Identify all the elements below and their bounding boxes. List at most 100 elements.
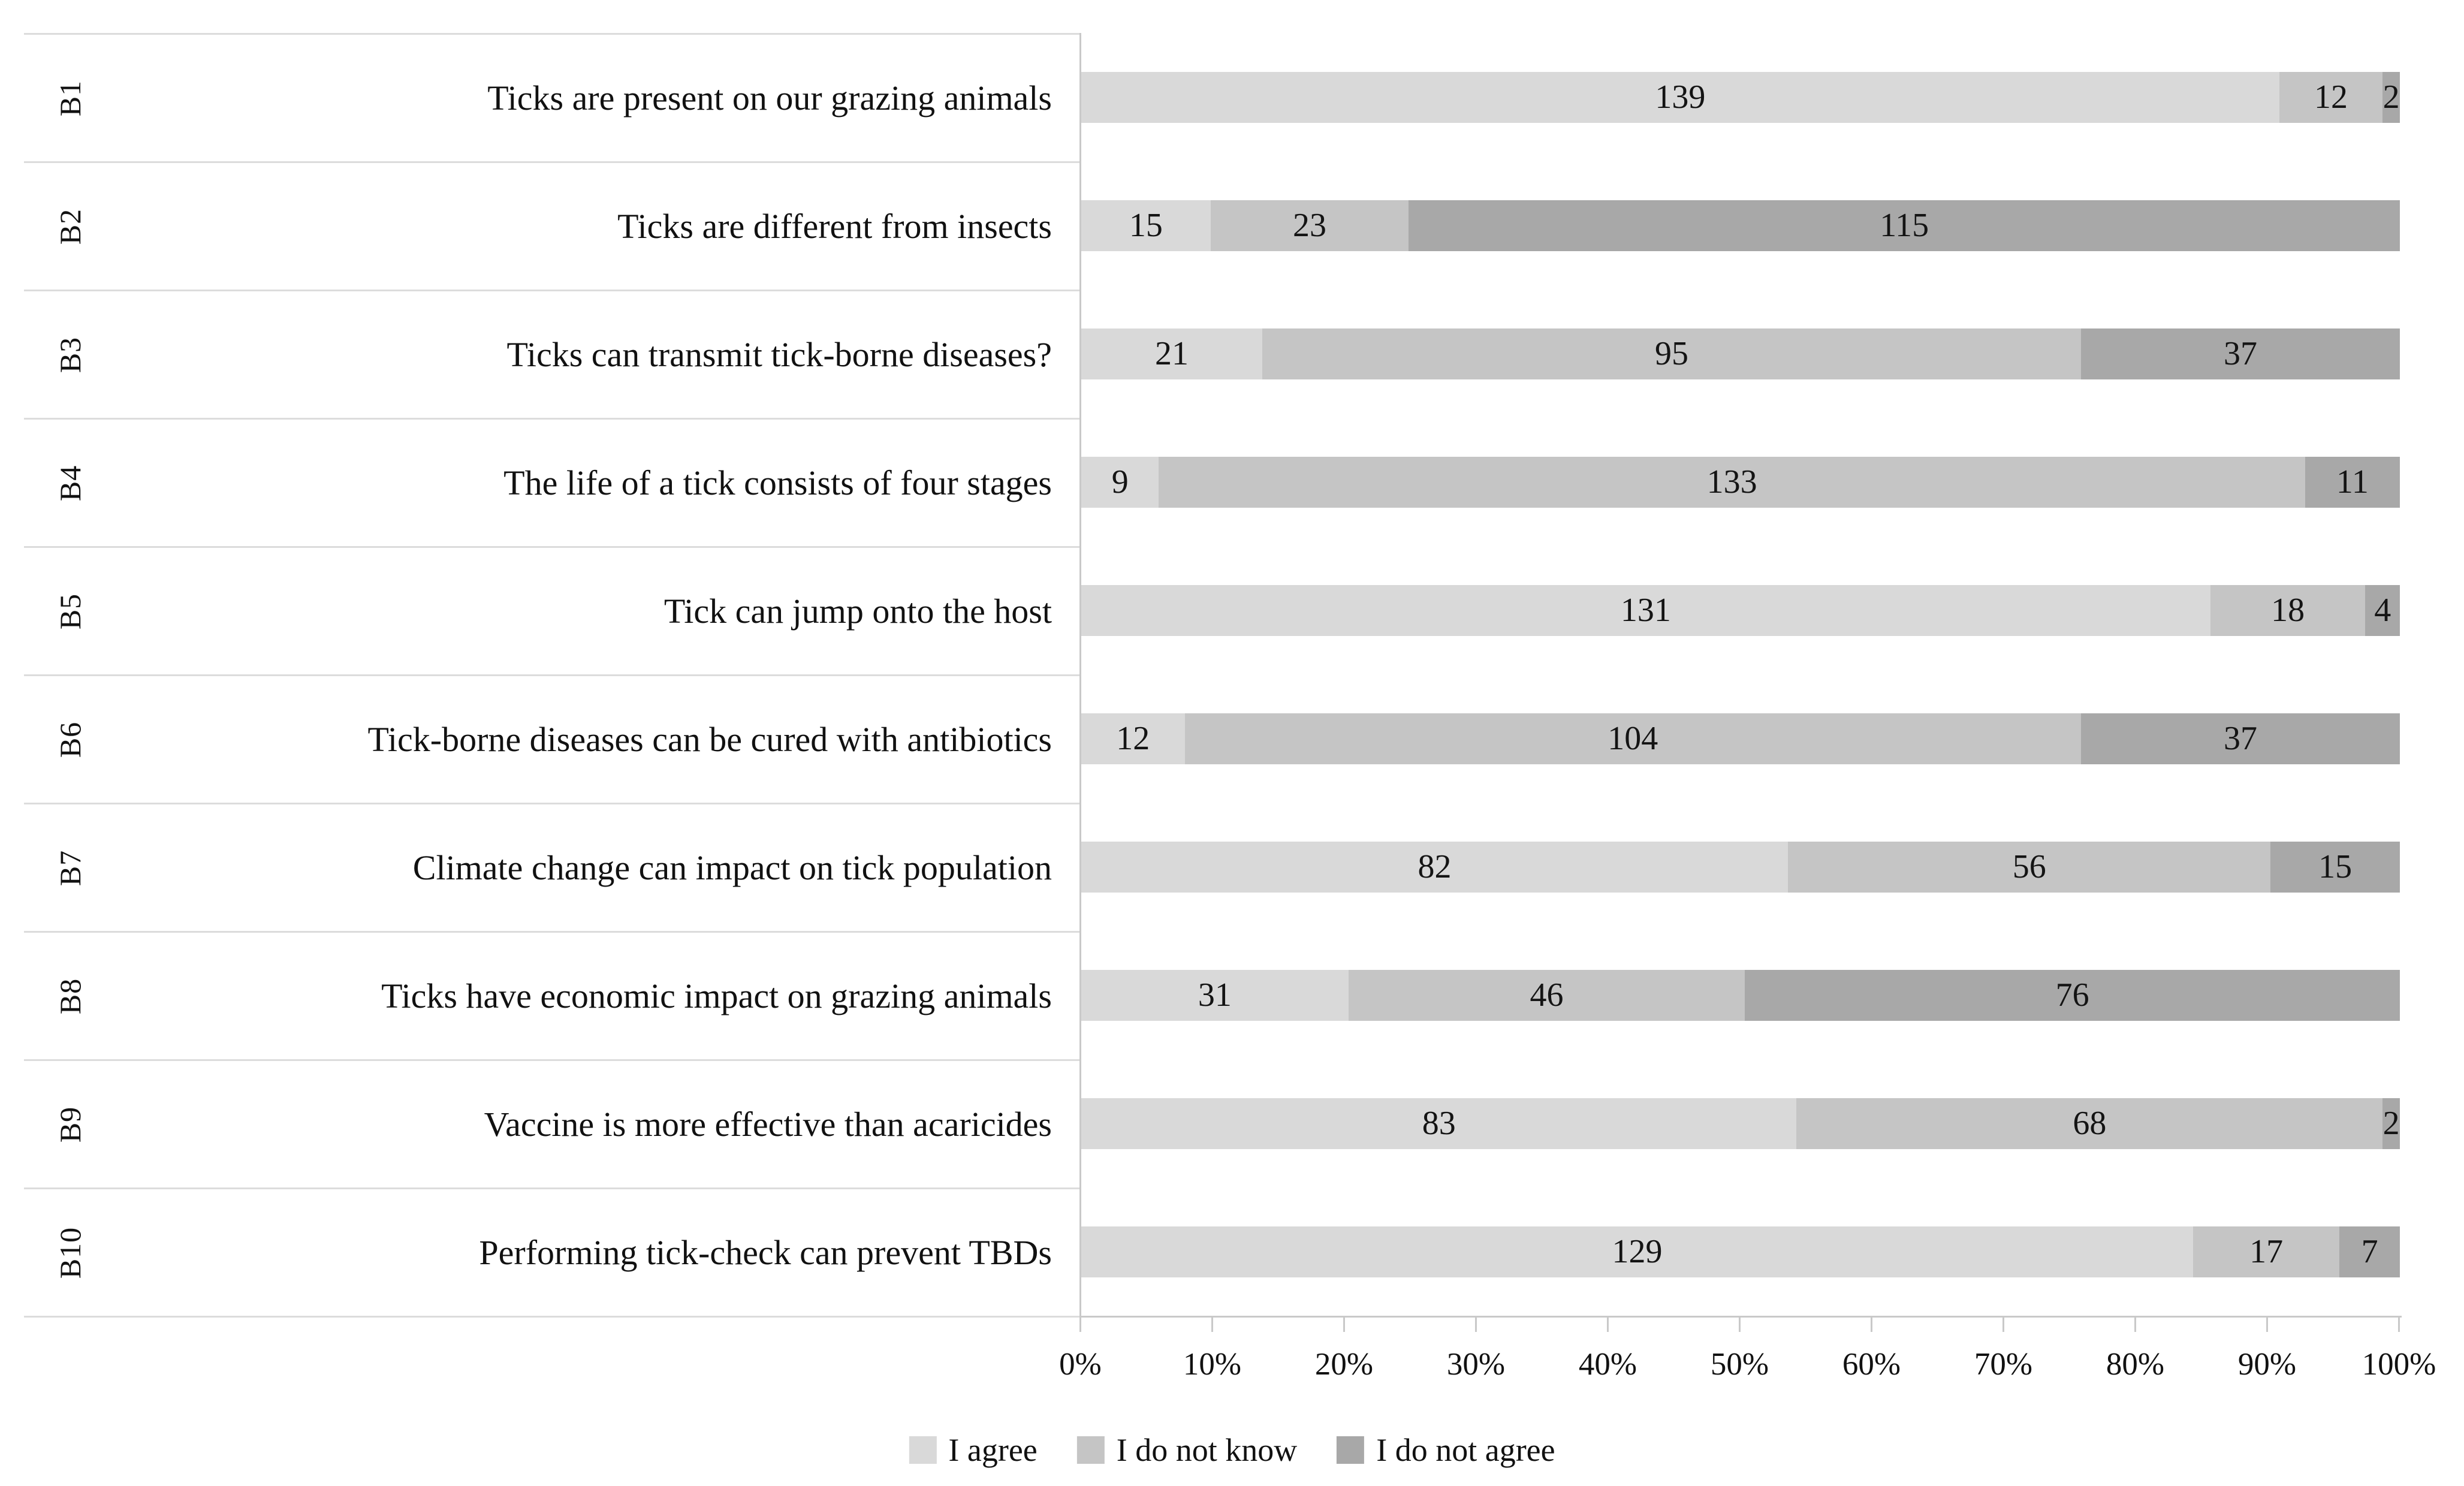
bar-value-label: 104 — [1608, 720, 1658, 757]
bar-segment-i-agree: 83 — [1081, 1098, 1797, 1149]
x-axis-tick-label: 60% — [1842, 1347, 1901, 1382]
chart-row: B2 Ticks are different from insects 15 23 11… — [0, 161, 2400, 290]
bar-value-label: 9 — [1111, 463, 1129, 501]
category-label-cell: B1 Ticks are present on our grazing anima… — [24, 33, 1079, 161]
bar-segment-i-do-not-agree: 7 — [2339, 1226, 2400, 1277]
bar-value-label: 15 — [2318, 848, 2353, 885]
legend-item-i-do-not-know: I do not know — [1076, 1431, 1297, 1469]
bar-cell: 139 12 2 — [1079, 33, 2400, 161]
legend-swatch-icon — [1337, 1436, 1365, 1464]
stacked-bar: 83 68 2 — [1081, 1098, 2400, 1149]
x-axis-tick-mark — [1475, 1318, 1477, 1332]
category-question: The life of a tick consists of four stag… — [503, 463, 1052, 502]
bar-value-label: 23 — [1293, 207, 1327, 244]
chart-row: B4 The life of a tick consists of four st… — [0, 418, 2400, 546]
bar-value-label: 37 — [2223, 335, 2257, 372]
x-axis-tick-label: 0% — [1059, 1347, 1102, 1382]
category-id: B8 — [53, 978, 87, 1014]
bar-value-label: 21 — [1154, 335, 1189, 372]
bar-value-label: 17 — [2249, 1233, 2284, 1270]
bar-cell: 129 17 7 — [1079, 1187, 2400, 1316]
category-label-cell: B7 Climate change can impact on tick popu… — [24, 803, 1079, 931]
bar-value-label: 68 — [2073, 1105, 2107, 1142]
category-question: Ticks are present on our grazing animals — [487, 78, 1052, 117]
stacked-bar: 82 56 15 — [1081, 841, 2400, 893]
bar-segment-i-do-not-know: 46 — [1348, 969, 1745, 1021]
bar-segment-i-do-not-know: 56 — [1788, 841, 2271, 893]
x-axis-tick-mark — [1079, 1318, 1081, 1332]
bar-segment-i-do-not-agree: 37 — [2080, 328, 2400, 379]
category-id: B5 — [53, 593, 87, 629]
bar-value-label: 2 — [2382, 1105, 2400, 1142]
category-label-cell: B4 The life of a tick consists of four st… — [24, 418, 1079, 546]
bar-value-label: 82 — [1418, 848, 1452, 885]
bar-segment-i-do-not-know: 12 — [2279, 71, 2383, 123]
bar-value-label: 131 — [1620, 592, 1671, 629]
bar-segment-i-agree: 15 — [1081, 200, 1211, 251]
bar-value-label: 12 — [1116, 720, 1150, 757]
bar-segment-i-do-not-agree: 2 — [2382, 1098, 2400, 1149]
stacked-bar: 15 23 115 — [1081, 200, 2400, 251]
x-axis-tick-label: 30% — [1446, 1347, 1506, 1382]
bar-segment-i-do-not-agree: 37 — [2080, 713, 2400, 764]
bar-segment-i-agree: 9 — [1081, 456, 1159, 508]
stacked-bar: 9 133 11 — [1081, 456, 2400, 508]
bar-value-label: 4 — [2374, 592, 2391, 629]
x-axis-tick-label: 10% — [1183, 1347, 1242, 1382]
chart-row: B5 Tick can jump onto the host 131 18 4 — [0, 546, 2400, 674]
legend: I agree I do not know I do not agree — [909, 1431, 1555, 1469]
category-question: Ticks can transmit tick-borne diseases? — [506, 334, 1052, 374]
category-question: Ticks have economic impact on grazing an… — [381, 976, 1052, 1015]
category-label-cell: B2 Ticks are different from insects — [24, 161, 1079, 290]
category-label-cell: B3 Ticks can transmit tick-borne diseases… — [24, 290, 1079, 418]
x-axis-tick-mark — [1343, 1318, 1345, 1332]
bar-segment-i-do-not-agree: 15 — [2270, 841, 2400, 893]
bar-value-label: 18 — [2271, 592, 2305, 629]
bar-cell: 15 23 115 — [1079, 161, 2400, 290]
stacked-bar: 21 95 37 — [1081, 328, 2400, 379]
bar-segment-i-do-not-know: 104 — [1184, 713, 2081, 764]
category-question: Vaccine is more effective than acaricide… — [484, 1104, 1052, 1144]
bar-value-label: 7 — [2361, 1233, 2378, 1270]
x-axis-tick-label: 80% — [2106, 1347, 2165, 1382]
bar-value-label: 12 — [2314, 79, 2348, 116]
legend-label: I do not agree — [1376, 1432, 1555, 1468]
category-id: B10 — [53, 1226, 87, 1279]
bar-cell: 82 56 15 — [1079, 803, 2400, 931]
bar-segment-i-do-not-agree: 76 — [1745, 969, 2400, 1021]
bar-value-label: 76 — [2055, 976, 2089, 1014]
bar-segment-i-do-not-know: 23 — [1210, 200, 1409, 251]
bar-segment-i-do-not-agree: 2 — [2382, 71, 2400, 123]
x-axis-tick-mark — [1211, 1318, 1213, 1332]
chart-row: B8 Ticks have economic impact on grazing … — [0, 931, 2400, 1059]
bar-segment-i-agree: 12 — [1081, 713, 1185, 764]
stacked-bar: 131 18 4 — [1081, 584, 2400, 636]
category-id: B2 — [53, 208, 87, 245]
bar-segment-i-do-not-agree: 115 — [1409, 200, 2400, 251]
x-axis-line — [1079, 1316, 2402, 1318]
x-axis-tick-mark — [2134, 1318, 2136, 1332]
legend-swatch-icon — [1076, 1436, 1105, 1464]
category-id: B7 — [53, 849, 87, 886]
bar-cell: 9 133 11 — [1079, 418, 2400, 546]
bar-value-label: 56 — [2012, 848, 2046, 885]
stacked-bar: 31 46 76 — [1081, 969, 2400, 1021]
bar-segment-i-do-not-agree: 4 — [2365, 584, 2400, 636]
bar-segment-i-agree: 82 — [1081, 841, 1789, 893]
category-question: Performing tick-check can prevent TBDs — [479, 1232, 1052, 1272]
bar-value-label: 139 — [1655, 79, 1706, 116]
category-label-cell: B6 Tick-borne diseases can be cured with … — [24, 674, 1079, 803]
bar-segment-i-agree: 131 — [1081, 584, 2210, 636]
x-axis-tick-label: 40% — [1578, 1347, 1637, 1382]
legend-label: I agree — [948, 1432, 1038, 1468]
bar-segment-i-do-not-know: 68 — [1796, 1098, 2383, 1149]
bar-value-label: 133 — [1706, 463, 1757, 501]
bar-value-label: 129 — [1612, 1233, 1663, 1270]
bar-cell: 83 68 2 — [1079, 1059, 2400, 1187]
category-label-cell: B8 Ticks have economic impact on grazing … — [24, 931, 1079, 1059]
category-label-cell: B9 Vaccine is more effective than acarici… — [24, 1059, 1079, 1187]
chart-row: B9 Vaccine is more effective than acarici… — [0, 1059, 2400, 1187]
bar-value-label: 115 — [1880, 207, 1929, 244]
x-axis-tick-mark — [1739, 1318, 1741, 1332]
